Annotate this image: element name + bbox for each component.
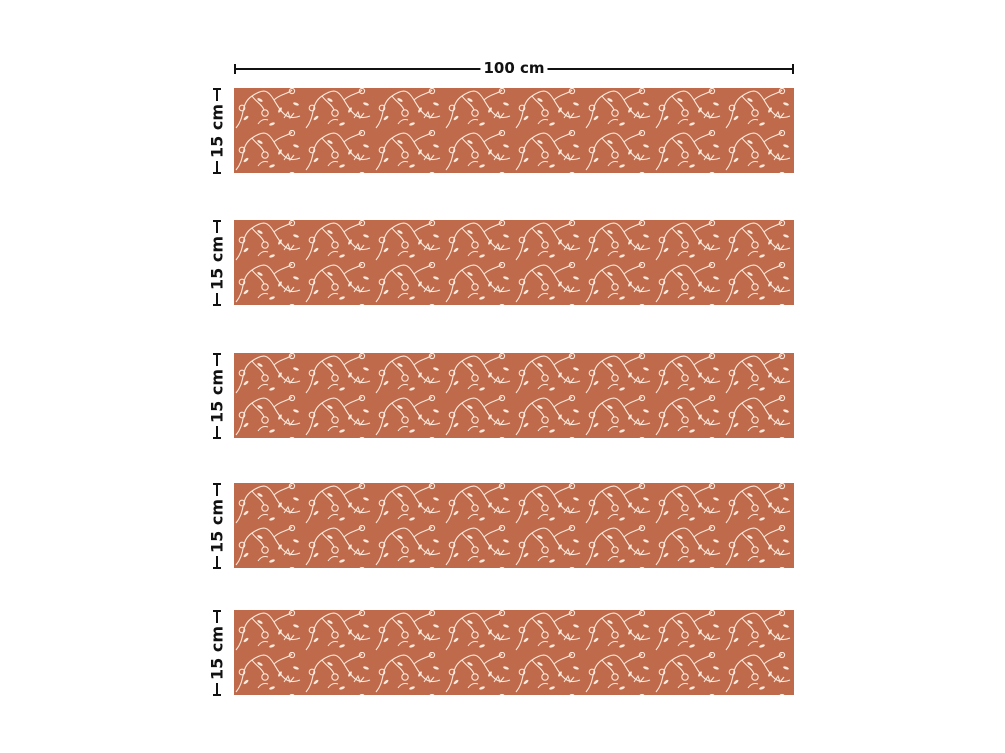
strip-row-2: 15 cm bbox=[200, 220, 800, 306]
strip-row-3: 15 cm bbox=[200, 353, 800, 439]
height-label: 15 cm bbox=[207, 496, 227, 556]
width-dimension: 100 cm bbox=[234, 59, 794, 77]
height-dimension: 15 cm bbox=[207, 88, 227, 174]
strip-row-5: 15 cm bbox=[200, 610, 800, 696]
strip-row-1: 15 cm bbox=[200, 88, 800, 174]
height-label: 15 cm bbox=[207, 366, 227, 426]
fabric-strip bbox=[234, 88, 794, 173]
width-dimension-cap-left bbox=[234, 64, 236, 74]
strip-row-4: 15 cm bbox=[200, 483, 800, 569]
height-dimension: 15 cm bbox=[207, 353, 227, 439]
fabric-strip bbox=[234, 220, 794, 305]
fabric-strip bbox=[234, 610, 794, 695]
height-dimension: 15 cm bbox=[207, 220, 227, 306]
height-label: 15 cm bbox=[207, 101, 227, 161]
fabric-strip bbox=[234, 483, 794, 568]
height-label: 15 cm bbox=[207, 233, 227, 293]
width-label: 100 cm bbox=[480, 59, 548, 77]
fabric-strip bbox=[234, 353, 794, 438]
width-dimension-cap-right bbox=[792, 64, 794, 74]
height-dimension: 15 cm bbox=[207, 610, 227, 696]
height-label: 15 cm bbox=[207, 623, 227, 683]
height-dimension: 15 cm bbox=[207, 483, 227, 569]
